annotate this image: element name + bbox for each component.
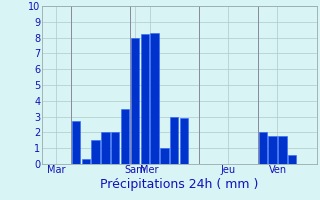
Bar xyxy=(160,148,169,164)
Bar xyxy=(72,121,80,164)
Bar xyxy=(150,33,159,164)
Bar xyxy=(288,155,296,164)
Bar xyxy=(121,109,129,164)
Bar xyxy=(180,118,188,164)
Bar xyxy=(131,38,139,164)
Bar xyxy=(111,132,119,164)
Bar xyxy=(92,140,100,164)
Bar xyxy=(259,132,267,164)
Bar xyxy=(268,136,277,164)
Bar xyxy=(170,117,179,164)
Bar xyxy=(278,136,287,164)
Bar xyxy=(140,34,149,164)
X-axis label: Précipitations 24h ( mm ): Précipitations 24h ( mm ) xyxy=(100,178,258,191)
Bar xyxy=(82,159,90,164)
Bar xyxy=(101,132,110,164)
